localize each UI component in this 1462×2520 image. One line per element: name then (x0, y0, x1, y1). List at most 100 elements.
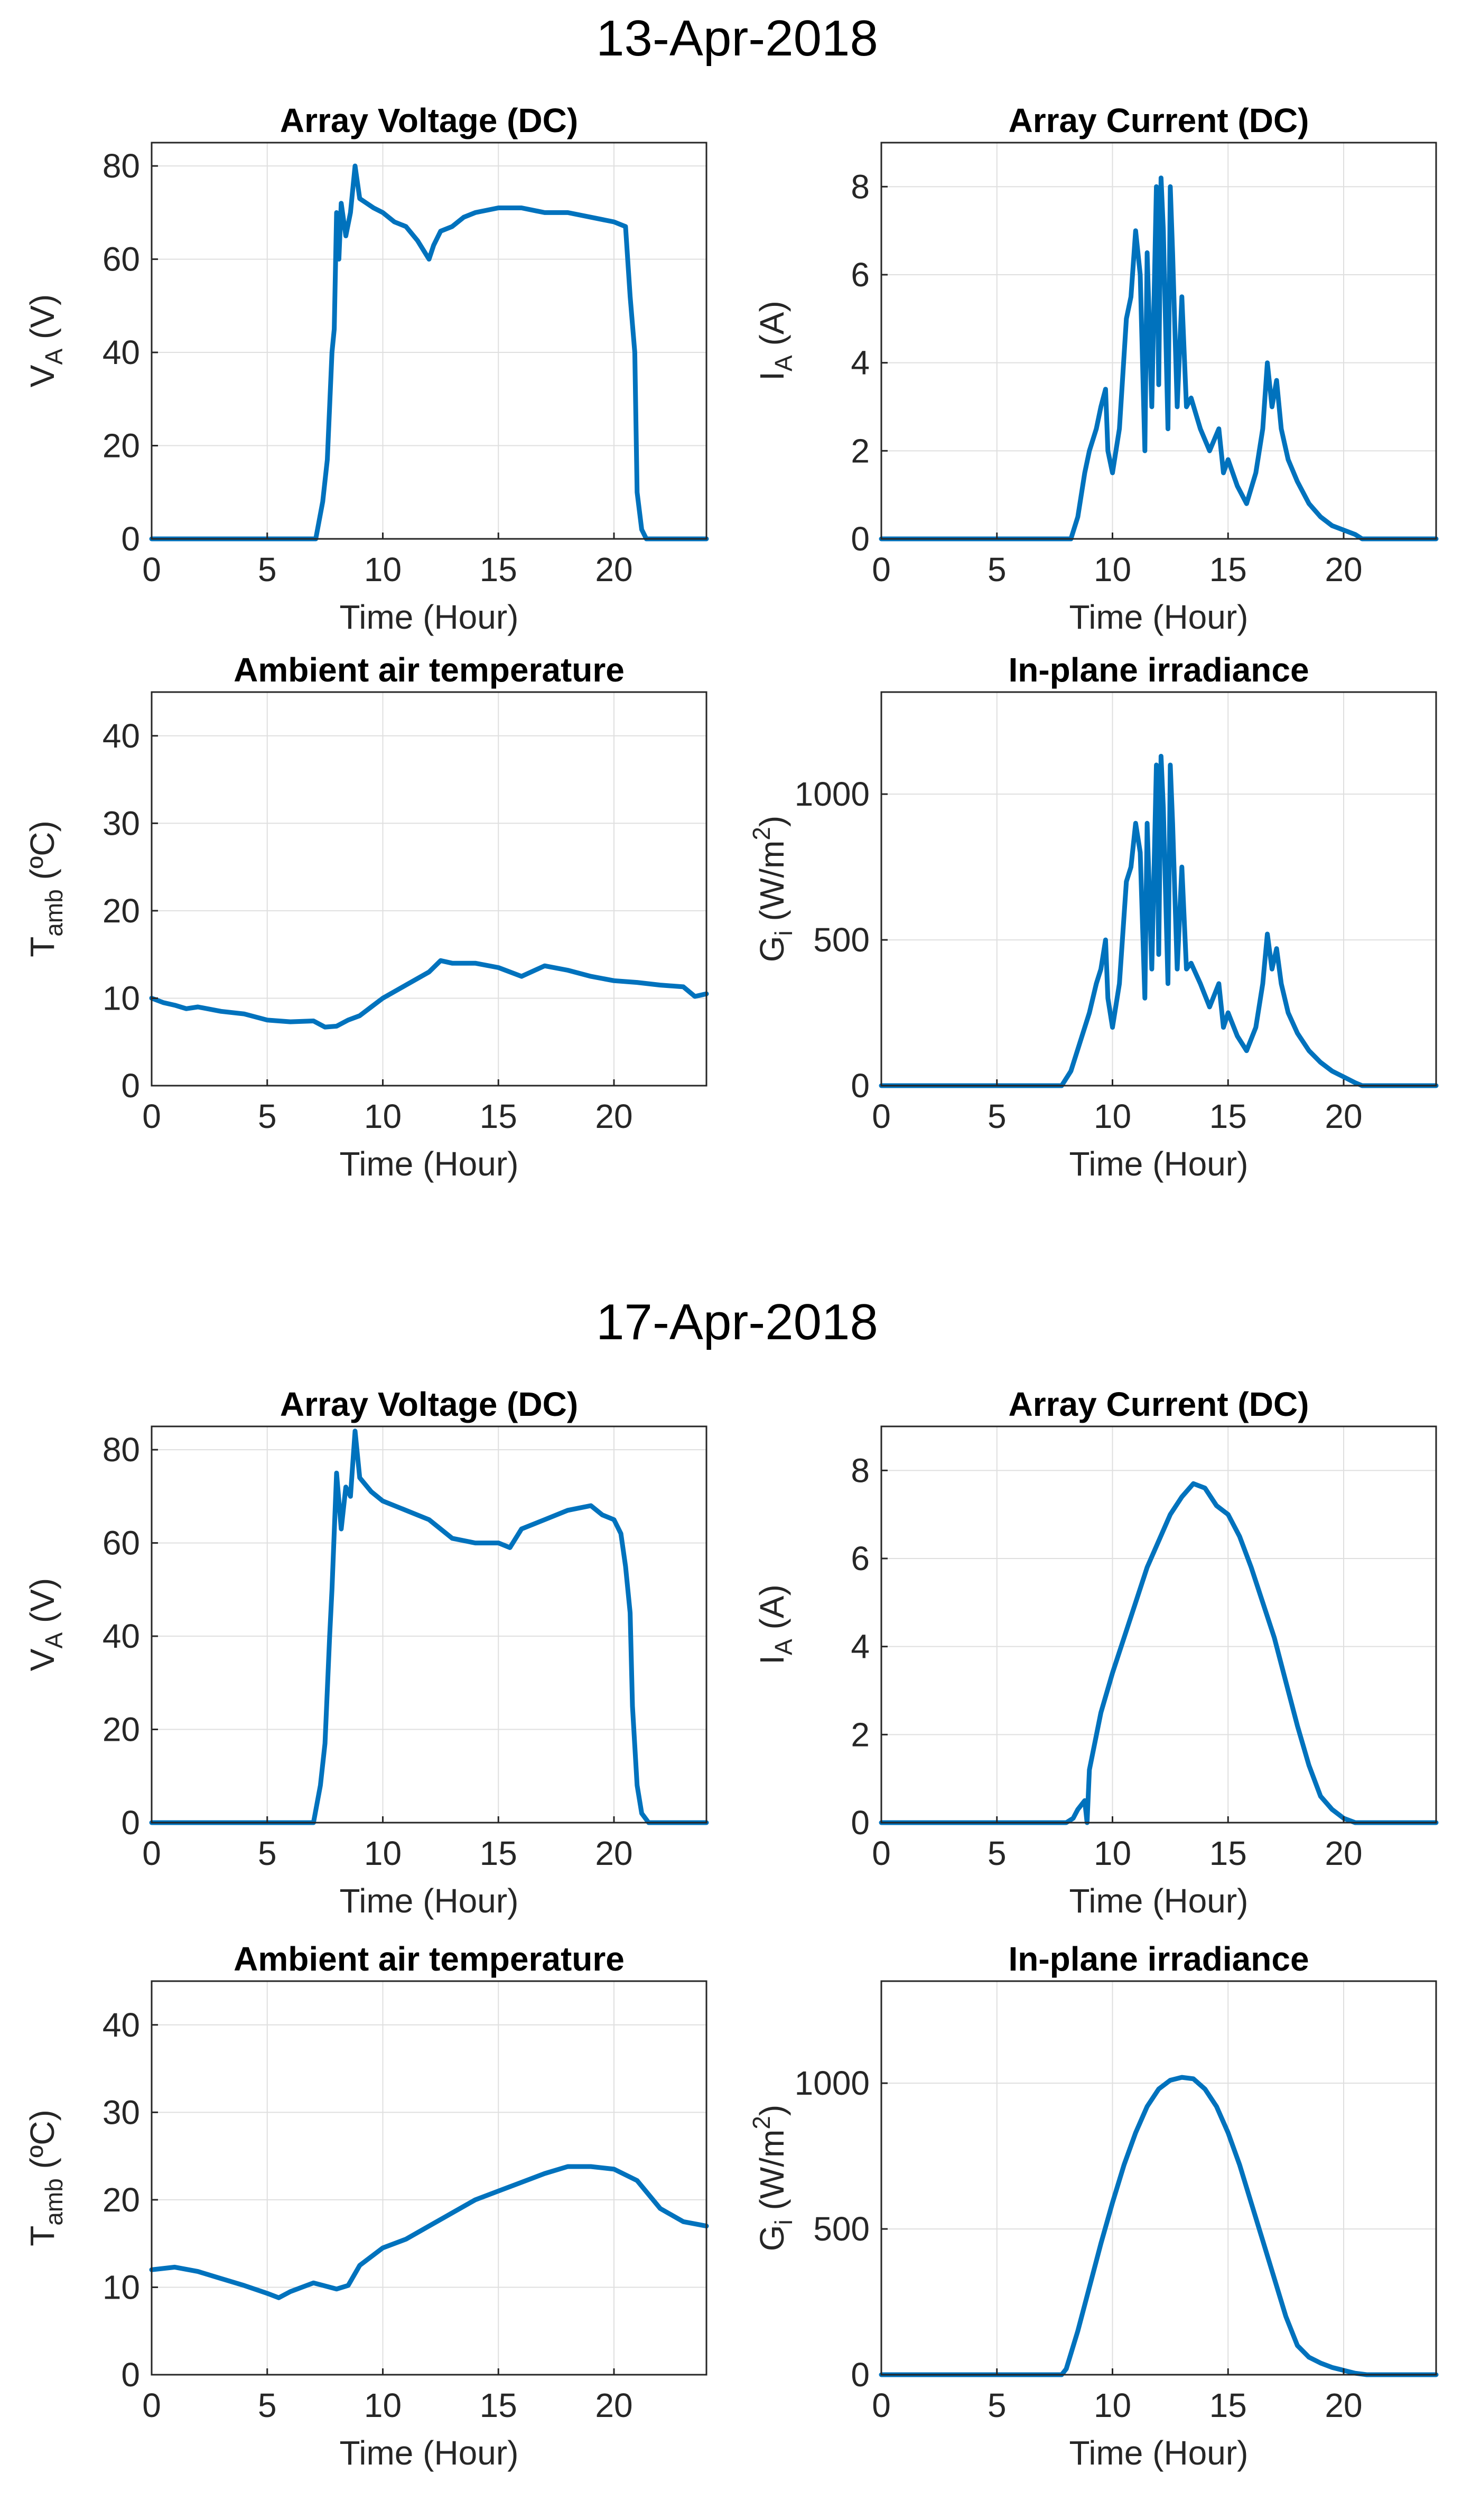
plot-frame (880, 691, 1437, 1087)
y-axis-label: Tamb (ºC) (23, 2110, 68, 2246)
x-tick-label: 20 (595, 2386, 632, 2424)
x-tick-label: 5 (258, 2386, 277, 2424)
x-axis-label: Time (Hour) (1069, 1882, 1249, 1920)
x-tick-label: 20 (595, 1834, 632, 1872)
y-tick-label: 30 (103, 2093, 140, 2131)
x-tick-label: 15 (1209, 550, 1247, 589)
x-tick-label: 5 (258, 1834, 277, 1872)
x-axis-label: Time (Hour) (1069, 598, 1249, 636)
y-tick-label: 8 (851, 167, 870, 206)
y-tick-label: 0 (851, 1804, 870, 1842)
series-line (879, 1481, 1439, 1825)
y-tick-label: 4 (851, 1628, 870, 1666)
plot-frame (151, 1980, 707, 2376)
chart-panel-apr13-temp: 0 5 10 15 20 0 10 20 30 40 Ambient air temperature… (23, 651, 709, 1183)
x-tick-label: 20 (1325, 550, 1362, 589)
y-axis-label: IA (A) (753, 301, 797, 381)
x-tick-label: 15 (480, 550, 517, 589)
y-tick-label: 40 (103, 1617, 140, 1655)
y-tick-label: 0 (121, 2356, 140, 2394)
x-tick-label: 10 (1094, 1097, 1131, 1135)
plot-frame (151, 1425, 707, 1824)
y-tick-label: 8 (851, 1451, 870, 1489)
y-axis-label: IA (A) (753, 1584, 797, 1665)
x-tick-label: 15 (480, 1834, 517, 1872)
y-tick-label: 6 (851, 256, 870, 294)
series-line (879, 753, 1439, 1088)
x-tick-label: 0 (872, 1834, 891, 1872)
x-tick-label: 5 (988, 1834, 1007, 1872)
x-tick-label: 20 (1325, 1097, 1362, 1135)
x-tick-label: 5 (988, 550, 1007, 589)
y-tick-label: 20 (103, 2181, 140, 2219)
x-axis-label: Time (Hour) (340, 2434, 519, 2472)
x-axis-label: Time (Hour) (1069, 2434, 1249, 2472)
plot-frame (880, 1980, 1437, 2376)
chart-panel-apr17-voltage: 0 5 10 15 20 0 20 40 60 80 Array Voltage (DC) Time … (23, 1385, 709, 1920)
x-axis-label: Time (Hour) (1069, 1145, 1249, 1183)
series-line (149, 2164, 709, 2300)
x-tick-label: 15 (1209, 2386, 1247, 2424)
x-tick-label: 15 (480, 1097, 517, 1135)
y-tick-label: 1000 (795, 2064, 870, 2102)
y-tick-label: 80 (103, 147, 140, 185)
chart-panel-apr13-irr: 0 5 10 15 20 0 500 1000 In-plane irradiance Time … (748, 651, 1439, 1183)
y-tick-label: 20 (103, 1711, 140, 1749)
y-tick-label: 40 (103, 717, 140, 755)
x-tick-label: 0 (872, 2386, 891, 2424)
x-tick-label: 20 (1325, 1834, 1362, 1872)
x-tick-label: 10 (1094, 1834, 1131, 1872)
panel-title: In-plane irradiance (1008, 1940, 1309, 1978)
y-tick-label: 500 (813, 2210, 870, 2248)
x-tick-label: 0 (142, 1097, 161, 1135)
y-tick-label: 4 (851, 344, 870, 382)
x-tick-label: 5 (988, 2386, 1007, 2424)
figure-title-1: 13-Apr-2018 (596, 10, 878, 67)
plot-frame (151, 691, 707, 1087)
x-tick-label: 20 (1325, 2386, 1362, 2424)
plot-frame (880, 1425, 1437, 1824)
x-tick-label: 0 (872, 1097, 891, 1135)
plot-frame (880, 142, 1437, 540)
y-tick-label: 60 (103, 1524, 140, 1562)
x-tick-label: 0 (142, 2386, 161, 2424)
x-tick-label: 15 (480, 2386, 517, 2424)
y-tick-label: 500 (813, 921, 870, 959)
plot-frame (151, 142, 707, 540)
y-tick-label: 2 (851, 432, 870, 470)
x-tick-label: 10 (364, 1097, 402, 1135)
chart-panel-apr17-irr: 0 5 10 15 20 0 500 1000 In-plane irradiance Time … (748, 1940, 1439, 2472)
series-line (879, 175, 1439, 542)
y-tick-label: 40 (103, 333, 140, 371)
x-tick-label: 10 (1094, 2386, 1131, 2424)
x-tick-label: 5 (258, 550, 277, 589)
chart-panel-apr13-voltage: 0 5 10 15 20 0 20 40 60 80 Array Voltage (DC) Time … (23, 101, 709, 636)
x-tick-label: 15 (1209, 1097, 1247, 1135)
y-tick-label: 1000 (795, 775, 870, 813)
y-tick-label: 0 (121, 1804, 140, 1842)
x-tick-label: 0 (142, 1834, 161, 1872)
y-axis-label: Gi (W/m2) (748, 816, 797, 963)
y-axis-label: VA (V) (23, 294, 68, 387)
y-tick-label: 40 (103, 2006, 140, 2044)
y-axis-label: Gi (W/m2) (748, 2105, 797, 2252)
series-line (149, 1429, 709, 1825)
y-tick-label: 0 (851, 2356, 870, 2394)
y-tick-label: 60 (103, 240, 140, 278)
y-tick-label: 20 (103, 892, 140, 930)
series-line (149, 958, 709, 1030)
x-tick-label: 20 (595, 1097, 632, 1135)
panel-title: In-plane irradiance (1008, 651, 1309, 689)
y-tick-label: 80 (103, 1431, 140, 1469)
panel-title: Array Current (DC) (1009, 101, 1309, 139)
y-tick-label: 0 (851, 520, 870, 558)
y-axis-label: VA (V) (23, 1578, 68, 1671)
x-tick-label: 5 (988, 1097, 1007, 1135)
chart-panel-apr13-current: 0 5 10 15 20 0 2 4 6 8 Array Current (DC) Time (Hou… (753, 101, 1439, 636)
x-axis-label: Time (Hour) (340, 1145, 519, 1183)
x-tick-label: 0 (872, 550, 891, 589)
series-line (879, 2075, 1439, 2377)
y-tick-label: 0 (121, 1067, 140, 1105)
x-tick-label: 0 (142, 550, 161, 589)
